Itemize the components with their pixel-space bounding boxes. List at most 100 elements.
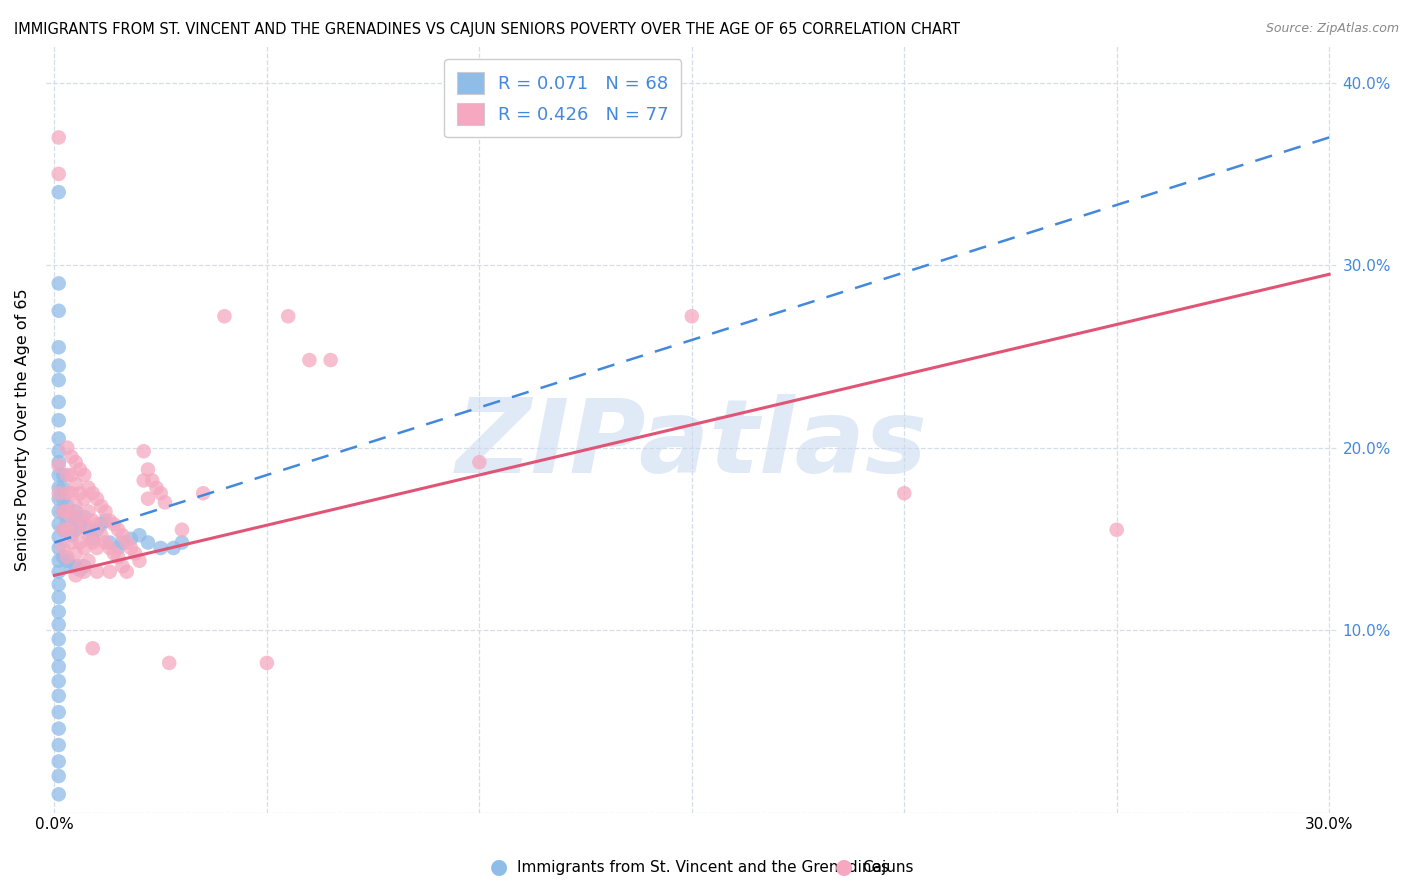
Point [153, 495, 176, 509]
Point [103, 517, 125, 532]
Point [48, 303, 70, 318]
Point [77, 554, 100, 568]
Point [107, 523, 129, 537]
Point [77, 528, 100, 542]
Point [115, 565, 138, 579]
Point [65, 477, 87, 491]
Point [277, 310, 299, 324]
Point [48, 491, 70, 506]
Point [48, 504, 70, 518]
Point [136, 491, 159, 506]
Point [48, 340, 70, 354]
Point [48, 432, 70, 446]
Point [132, 474, 155, 488]
Point [94, 504, 117, 518]
Point [73, 541, 96, 555]
Point [48, 577, 70, 591]
Point [90, 517, 112, 532]
Point [73, 517, 96, 532]
Point [107, 550, 129, 565]
Point [141, 474, 163, 488]
Point [60, 486, 83, 500]
Point [132, 444, 155, 458]
Point [52, 481, 75, 495]
Point [48, 769, 70, 783]
Point [48, 530, 70, 544]
Point [48, 674, 70, 689]
Point [48, 722, 70, 736]
Point [48, 617, 70, 632]
Point [60, 528, 83, 542]
Point [69, 517, 91, 532]
Point [103, 546, 125, 560]
Point [56, 499, 79, 513]
Point [98, 535, 121, 549]
Point [73, 491, 96, 506]
Point [73, 565, 96, 579]
Point [69, 486, 91, 500]
Point [162, 541, 184, 555]
Point [69, 563, 91, 577]
Point [98, 541, 121, 555]
Point [60, 510, 83, 524]
Point [157, 656, 180, 670]
Point [193, 486, 215, 500]
Point [48, 605, 70, 619]
Point [52, 491, 75, 506]
Point [73, 468, 96, 483]
Point [124, 546, 146, 560]
Point [52, 550, 75, 565]
Text: ●: ● [835, 857, 852, 877]
Point [65, 568, 87, 582]
Point [48, 468, 70, 483]
Point [52, 468, 75, 483]
Point [48, 373, 70, 387]
Point [111, 535, 134, 549]
Point [56, 554, 79, 568]
Legend: R = 0.071   N = 68, R = 0.426   N = 77: R = 0.071 N = 68, R = 0.426 N = 77 [444, 59, 682, 137]
Point [77, 481, 100, 495]
Point [65, 455, 87, 469]
Point [48, 565, 70, 579]
Point [48, 444, 70, 458]
Point [52, 523, 75, 537]
Point [48, 647, 70, 661]
Point [60, 468, 83, 483]
Point [98, 565, 121, 579]
Point [48, 541, 70, 555]
Point [60, 559, 83, 574]
Point [170, 523, 193, 537]
Point [65, 546, 87, 560]
Point [82, 641, 104, 656]
Point [69, 559, 91, 574]
Point [69, 535, 91, 549]
Point [52, 541, 75, 555]
Point [893, 486, 915, 500]
Point [69, 462, 91, 476]
Point [56, 550, 79, 565]
Point [48, 167, 70, 181]
Point [319, 353, 342, 368]
Point [1105, 523, 1128, 537]
Point [214, 310, 236, 324]
Point [86, 565, 108, 579]
Point [56, 514, 79, 528]
Text: ●: ● [491, 857, 508, 877]
Point [60, 450, 83, 464]
Point [56, 504, 79, 518]
Point [94, 514, 117, 528]
Point [48, 413, 70, 427]
Point [170, 535, 193, 549]
Point [86, 523, 108, 537]
Point [69, 510, 91, 524]
Point [73, 559, 96, 574]
Point [128, 528, 150, 542]
Point [48, 486, 70, 500]
Point [298, 353, 321, 368]
Text: Immigrants from St. Vincent and the Grenadines: Immigrants from St. Vincent and the Gren… [517, 860, 890, 874]
Point [48, 517, 70, 532]
Point [86, 517, 108, 532]
Point [82, 486, 104, 500]
Point [48, 130, 70, 145]
Point [65, 504, 87, 518]
